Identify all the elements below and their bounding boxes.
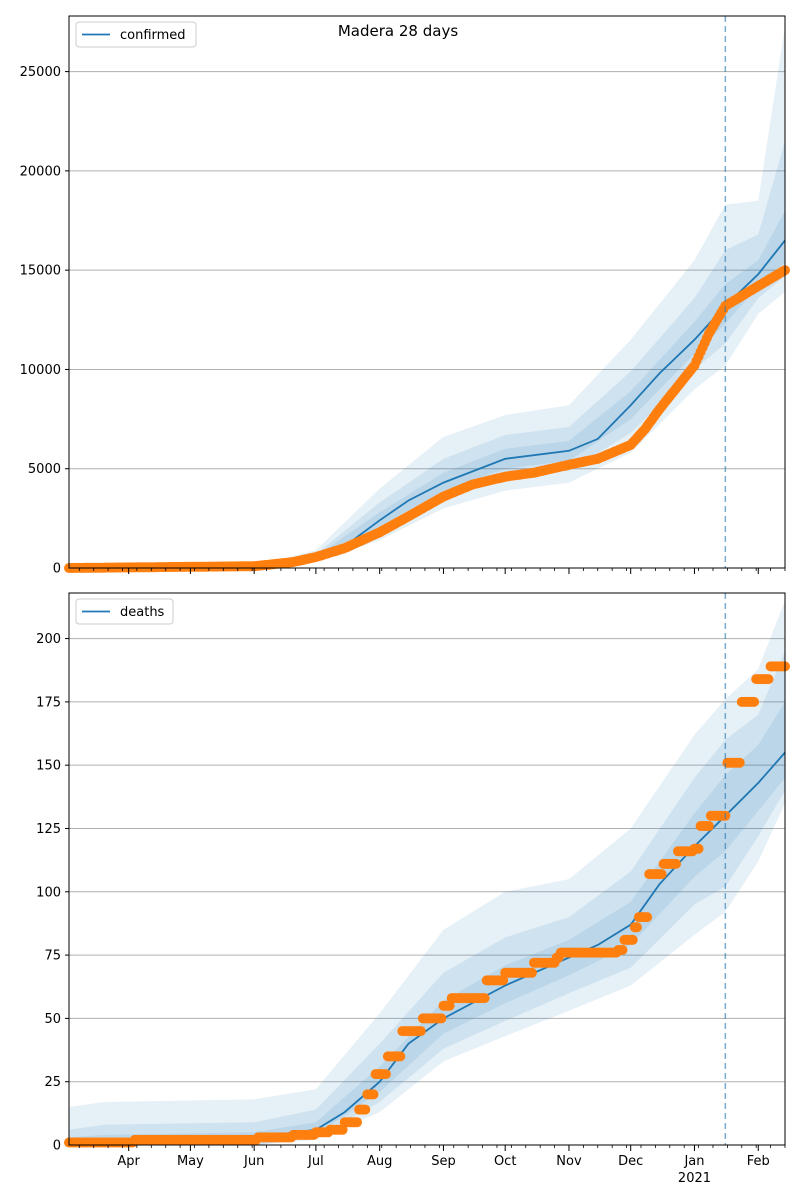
y-tick-label: 0: [53, 1139, 61, 1154]
observed-point: [436, 1013, 447, 1024]
y-tick-label: 75: [44, 949, 61, 964]
observed-point: [642, 912, 653, 923]
chart-title: Madera 28 days: [338, 22, 458, 40]
legend: confirmed: [75, 21, 197, 48]
observed-point: [526, 967, 537, 978]
observed-point: [380, 1069, 391, 1080]
x-tick-label: Feb: [747, 1154, 770, 1169]
observed-point: [360, 1104, 371, 1115]
observed-point: [749, 696, 760, 707]
legend-label: confirmed: [120, 28, 186, 43]
y-tick-label: 100: [36, 885, 61, 900]
x-year-label: 2021: [678, 1171, 711, 1186]
observed-point: [671, 858, 681, 869]
observed-point: [631, 922, 642, 933]
axes-frame: [68, 15, 786, 569]
legend-box: [75, 21, 197, 48]
x-tick-label: Jan: [683, 1154, 704, 1169]
observed-point: [627, 934, 638, 945]
observed-point: [479, 993, 490, 1004]
x-tick-label: May: [177, 1154, 204, 1169]
observed-point: [368, 1089, 379, 1100]
axes-frame: [68, 592, 786, 1146]
confidence-band-2: [69, 651, 785, 1145]
observed-point: [693, 843, 704, 854]
y-tick-label: 25000: [20, 65, 61, 80]
deaths-panel: 0 25 50 75 100 125 150 175 200 Apr May Jun Jul Aug Sep…: [36, 592, 790, 1186]
x-tick-label: Oct: [494, 1154, 516, 1169]
legend-box: [75, 598, 174, 625]
observed-point: [656, 869, 667, 880]
observed-point: [352, 1117, 362, 1128]
confidence-band-1: [69, 600, 785, 1145]
x-tick-label: Aug: [367, 1154, 392, 1169]
observed-point: [337, 1124, 348, 1135]
y-tick-label: 25: [44, 1075, 61, 1090]
observed-point: [763, 674, 774, 685]
confidence-band-3: [69, 701, 785, 1145]
confidence-band-3: [69, 210, 785, 568]
y-tick-label: 50: [44, 1012, 61, 1027]
confirmed-panel: 0 5000 10000 15000 20000 25000 confirmed: [20, 15, 790, 577]
observed-point: [703, 821, 714, 831]
observed-point: [498, 975, 509, 986]
x-tick-label: Apr: [117, 1154, 140, 1169]
confidence-band-1: [69, 25, 785, 568]
legend: deaths: [75, 598, 174, 625]
observed-point: [415, 1026, 426, 1037]
x-tick-label: Dec: [618, 1154, 643, 1169]
y-tick-label: 15000: [20, 264, 61, 279]
observed-point: [734, 757, 745, 768]
observed-point: [617, 945, 628, 955]
y-tick-label: 150: [36, 759, 61, 774]
confidence-band-2: [69, 141, 785, 568]
x-tick-label: Nov: [556, 1154, 582, 1169]
y-tick-label: 20000: [20, 164, 61, 179]
observed-point: [395, 1051, 406, 1062]
x-tick-label: Jun: [243, 1154, 264, 1169]
legend-label: deaths: [120, 605, 165, 620]
x-tick-label: Sep: [431, 1154, 456, 1169]
y-tick-label: 5000: [28, 462, 61, 477]
y-tick-label: 125: [36, 822, 61, 837]
y-tick-label: 10000: [20, 363, 61, 378]
y-tick-label: 0: [53, 562, 61, 577]
y-tick-label: 200: [36, 632, 61, 647]
x-tick-label: Jul: [307, 1154, 324, 1169]
observed-point: [444, 1000, 455, 1011]
y-tick-label: 175: [36, 695, 61, 710]
